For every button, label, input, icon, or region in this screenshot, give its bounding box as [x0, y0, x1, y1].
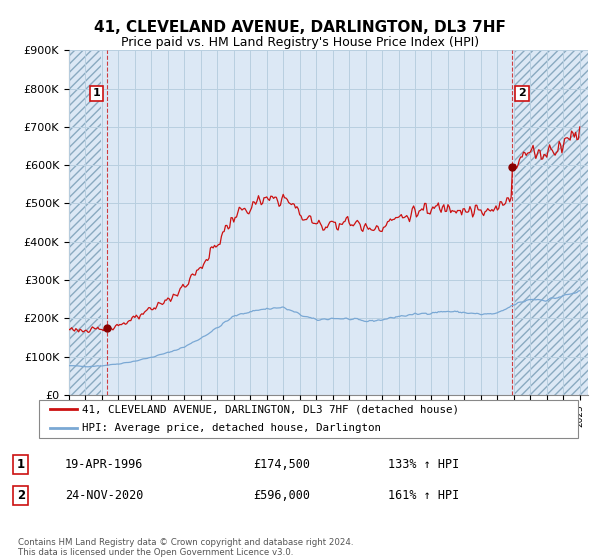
- Text: 161% ↑ HPI: 161% ↑ HPI: [388, 489, 460, 502]
- Text: HPI: Average price, detached house, Darlington: HPI: Average price, detached house, Darl…: [82, 423, 382, 433]
- Bar: [69, 50, 101, 395]
- Text: 2: 2: [518, 88, 526, 99]
- Text: 133% ↑ HPI: 133% ↑ HPI: [388, 458, 460, 471]
- Text: 24-NOV-2020: 24-NOV-2020: [65, 489, 143, 502]
- Text: 19-APR-1996: 19-APR-1996: [65, 458, 143, 471]
- Text: 1: 1: [93, 88, 101, 99]
- Bar: [514, 50, 588, 395]
- Text: £174,500: £174,500: [253, 458, 310, 471]
- Text: £596,000: £596,000: [253, 489, 310, 502]
- Text: 1: 1: [17, 458, 25, 471]
- FancyBboxPatch shape: [39, 400, 578, 437]
- Text: 41, CLEVELAND AVENUE, DARLINGTON, DL3 7HF: 41, CLEVELAND AVENUE, DARLINGTON, DL3 7H…: [94, 20, 506, 35]
- Text: 2: 2: [17, 489, 25, 502]
- Text: Price paid vs. HM Land Registry's House Price Index (HPI): Price paid vs. HM Land Registry's House …: [121, 36, 479, 49]
- Text: Contains HM Land Registry data © Crown copyright and database right 2024.
This d: Contains HM Land Registry data © Crown c…: [18, 538, 353, 557]
- Text: 41, CLEVELAND AVENUE, DARLINGTON, DL3 7HF (detached house): 41, CLEVELAND AVENUE, DARLINGTON, DL3 7H…: [82, 404, 460, 414]
